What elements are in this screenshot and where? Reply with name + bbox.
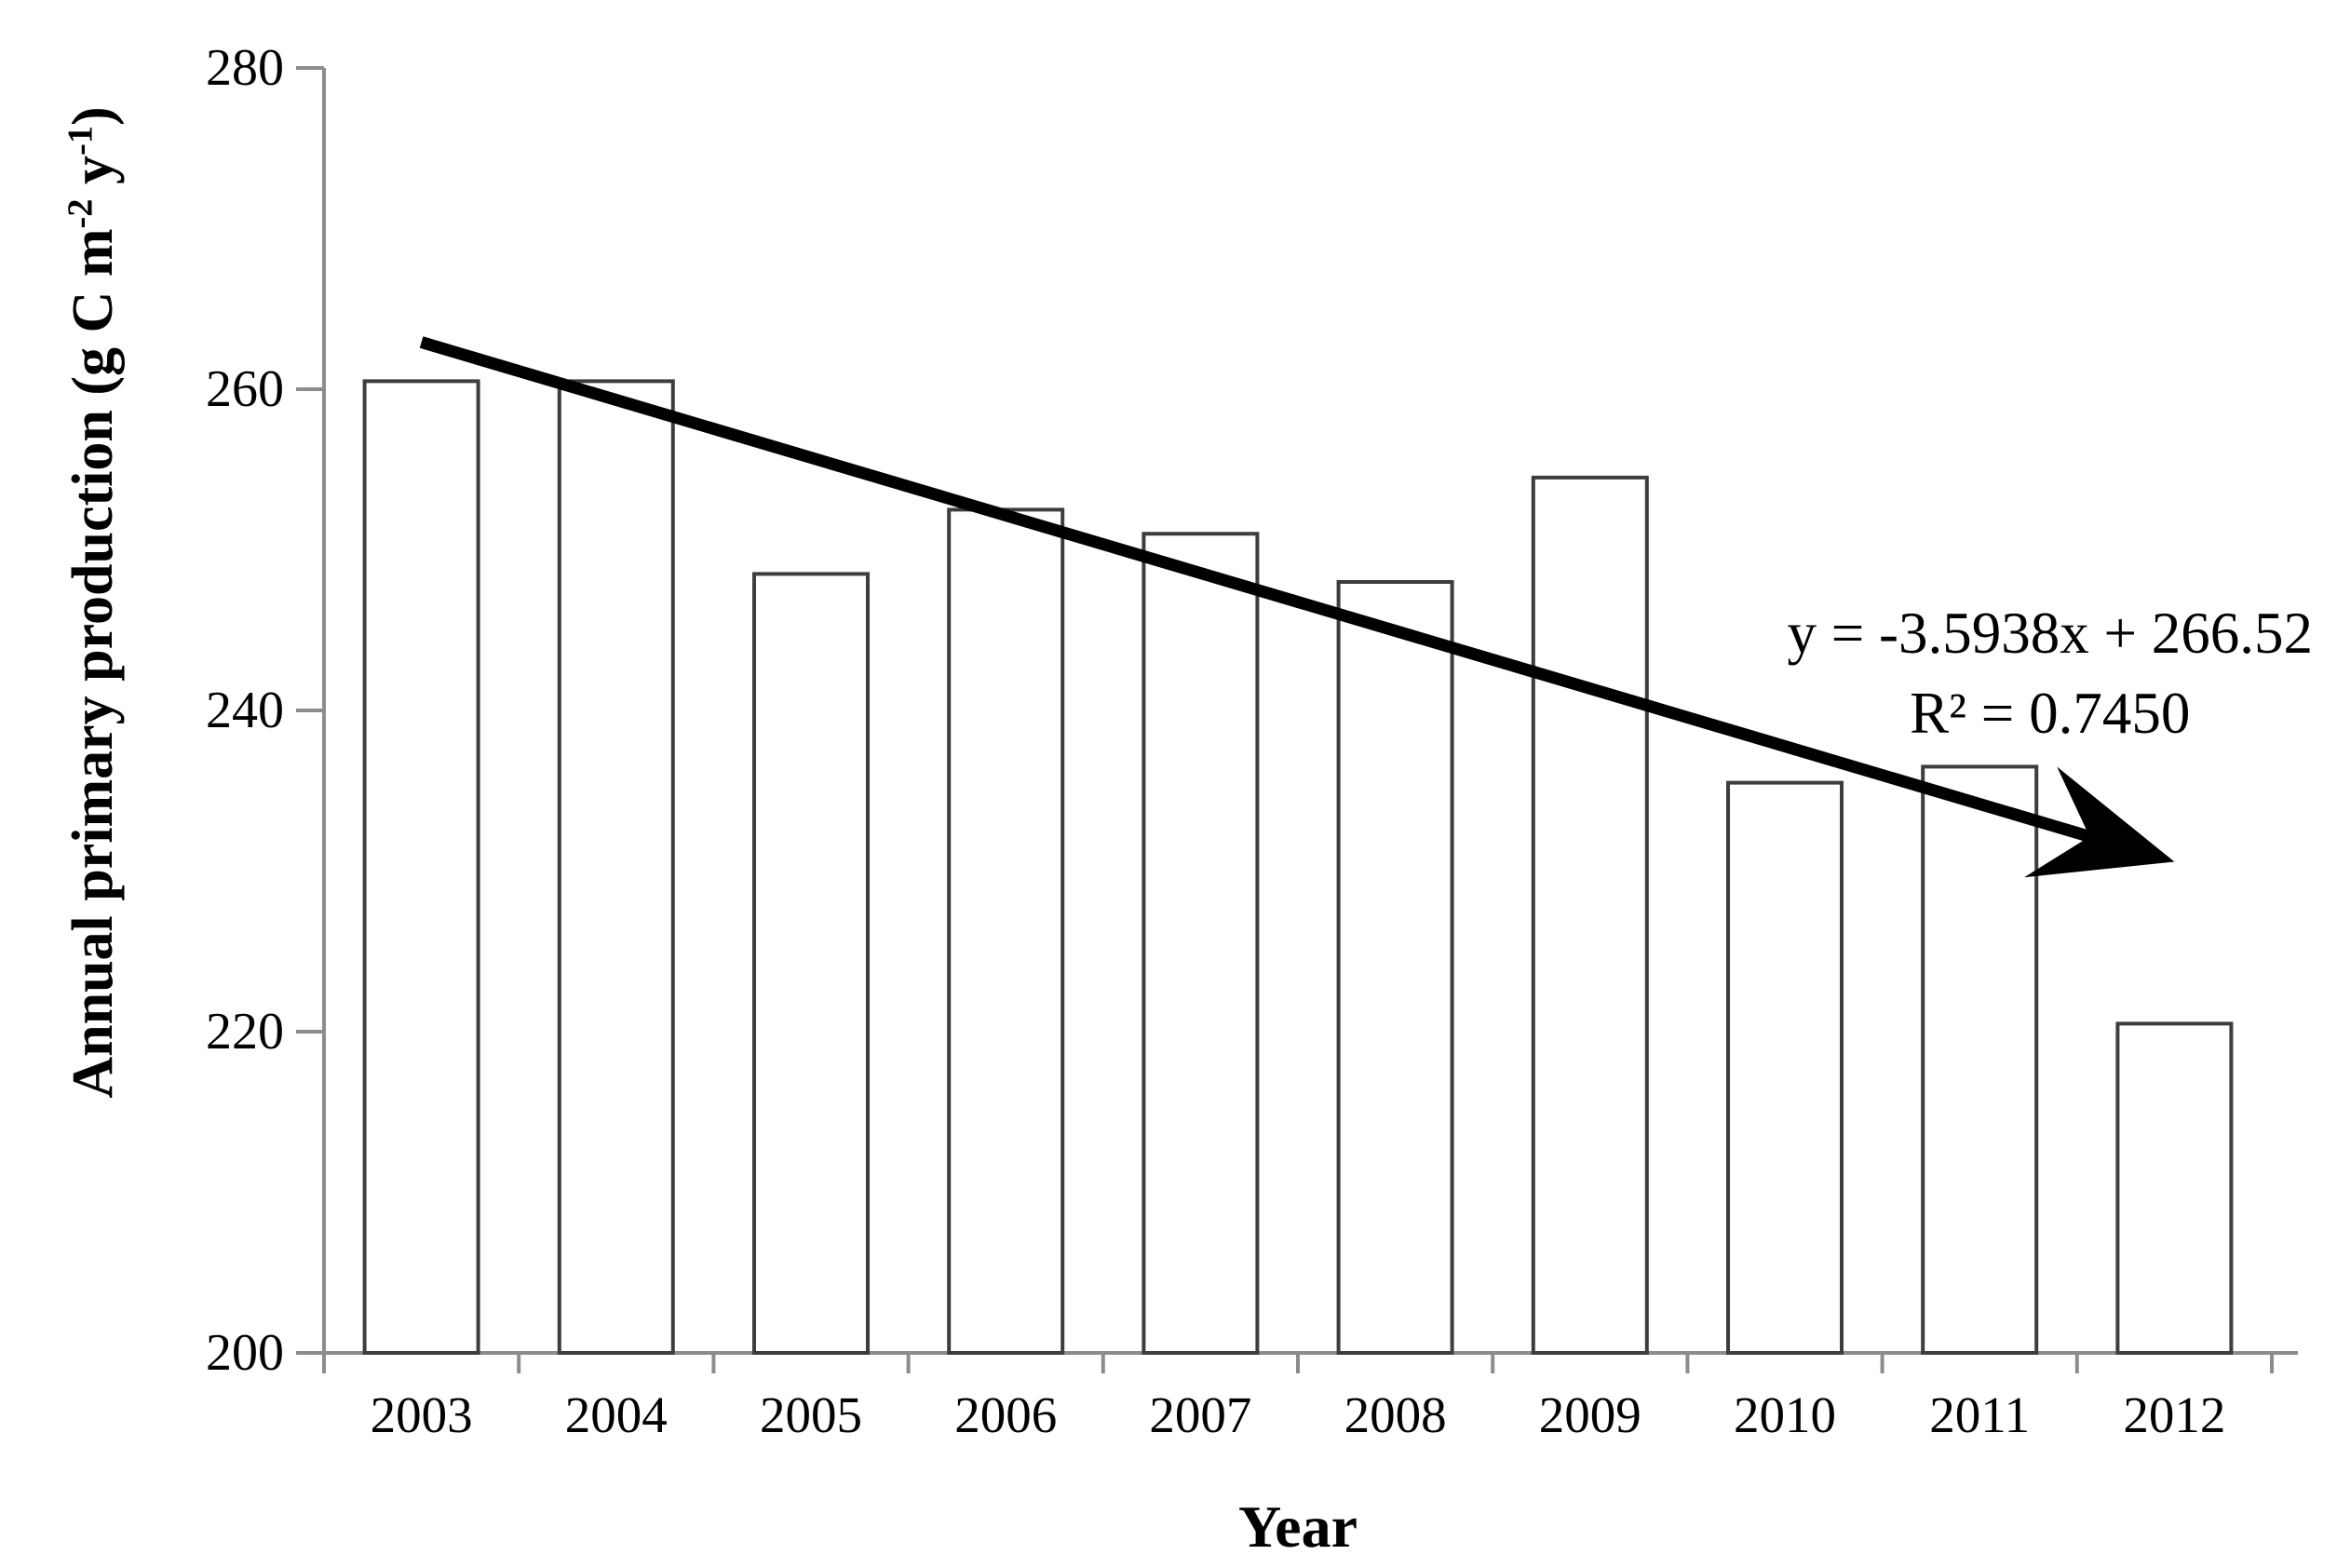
bar-2007 — [1141, 532, 1260, 1355]
y-tick-label-260: 260 — [206, 360, 284, 418]
y-tick-label-220: 220 — [206, 1003, 284, 1061]
trendline-equation: y = -3.5938x + 266.52 — [1787, 601, 2313, 666]
x-tick-label-2011: 2011 — [1929, 1386, 2031, 1443]
y-tick-label-280: 280 — [206, 39, 284, 97]
x-tick-label-2009: 2009 — [1538, 1386, 1641, 1443]
trendline-annotation: y = -3.5938x + 266.52 R² = 0.7450 — [1787, 594, 2313, 753]
trendline-r-squared: R² = 0.7450 — [1910, 680, 2191, 746]
x-tick-label-2012: 2012 — [2123, 1386, 2226, 1443]
y-axis-title: Annual primary production (g C m-2 y-1) — [57, 0, 129, 1264]
bar-2010 — [1726, 780, 1844, 1355]
y-axis-title-text: Annual primary production (g C m — [61, 228, 125, 1099]
bar-2008 — [1336, 580, 1454, 1355]
x-tick-label-2010: 2010 — [1734, 1386, 1836, 1443]
y-tick-label-200: 200 — [206, 1324, 284, 1382]
x-tick-label-2004: 2004 — [564, 1386, 668, 1443]
x-tick-label-2006: 2006 — [954, 1386, 1058, 1443]
x-tick-label-2007: 2007 — [1149, 1386, 1252, 1443]
y-tick-label-240: 240 — [206, 682, 284, 739]
bar-2012 — [2115, 1021, 2234, 1355]
x-axis-title: Year — [1238, 1494, 1358, 1560]
x-tick-label-2008: 2008 — [1344, 1386, 1447, 1443]
bar-2003 — [362, 379, 480, 1355]
y-axis-title-text: y — [61, 155, 125, 199]
trend-line — [419, 336, 2101, 845]
y-axis-title-text: ) — [61, 106, 125, 126]
bar-2011 — [1921, 764, 2039, 1355]
x-tick-label-2003: 2003 — [370, 1386, 473, 1443]
bar-2005 — [752, 572, 870, 1355]
trend-arrowhead-icon — [2024, 766, 2175, 878]
y-axis-title-sup-y1: -1 — [61, 126, 101, 156]
x-tick-label-2005: 2005 — [760, 1386, 862, 1443]
y-axis-title-sup-m2: -2 — [61, 198, 101, 229]
bar-2009 — [1531, 475, 1649, 1355]
bar-2006 — [947, 507, 1065, 1355]
bar-2004 — [557, 379, 675, 1355]
